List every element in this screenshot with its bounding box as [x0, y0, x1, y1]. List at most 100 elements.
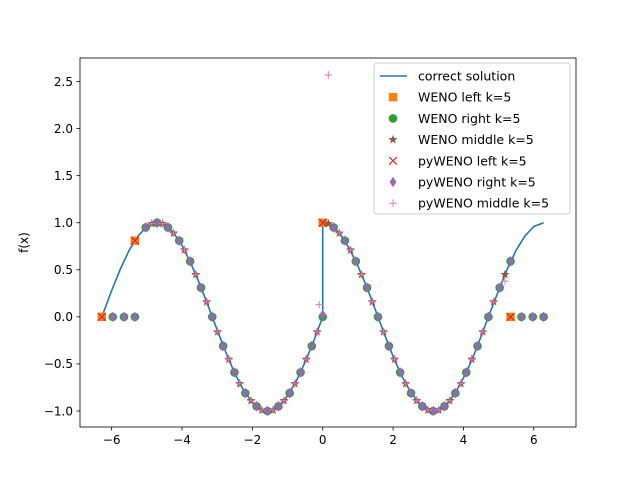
data-point [109, 311, 117, 323]
data-point [485, 311, 492, 323]
data-point [330, 222, 338, 233]
data-point [478, 328, 487, 336]
data-point [158, 219, 167, 228]
data-point [489, 298, 498, 306]
data-point [247, 396, 255, 405]
data-point [396, 367, 404, 378]
data-point [323, 218, 333, 228]
data-point [429, 405, 437, 417]
data-point [147, 219, 156, 228]
legend-marker [389, 176, 397, 188]
data-point [357, 270, 366, 279]
data-point [213, 328, 222, 336]
data-point [235, 379, 244, 388]
series-4 [97, 218, 515, 322]
legend-marker [389, 199, 397, 207]
data-point [269, 406, 277, 414]
legend-label: pyWENO middle k=5 [418, 196, 549, 211]
x-tick-label: 0 [319, 433, 327, 447]
data-point [352, 256, 360, 267]
data-point [191, 270, 200, 279]
data-point [418, 400, 426, 412]
data-point [164, 222, 172, 233]
data-point [153, 217, 161, 229]
data-point [130, 236, 140, 245]
data-point [97, 312, 107, 322]
data-point [264, 405, 271, 417]
legend-label: pyWENO left k=5 [418, 153, 527, 168]
x-tick-label: −4 [173, 433, 191, 447]
data-point [186, 256, 194, 267]
legend-marker [388, 93, 398, 102]
legend-label: WENO left k=5 [418, 90, 511, 105]
data-point [286, 387, 294, 399]
x-tick-label: 2 [389, 433, 397, 447]
x-tick-label: 6 [530, 433, 538, 447]
data-point [225, 355, 233, 364]
y-tick-label: 1.5 [54, 169, 73, 183]
series-6 [147, 71, 509, 414]
plot-area [97, 71, 548, 417]
legend-label: pyWENO right k=5 [418, 175, 536, 190]
y-tick-label: 0.5 [54, 263, 73, 277]
x-tick-label: −6 [103, 433, 121, 447]
data-point [313, 328, 321, 336]
data-point [424, 406, 432, 414]
data-point [142, 222, 150, 233]
data-point [197, 282, 205, 293]
data-point [335, 229, 344, 237]
legend-label: correct solution [418, 69, 515, 84]
data-point [445, 396, 454, 405]
data-point [275, 400, 282, 412]
legend-marker [388, 156, 398, 166]
data-point [390, 355, 399, 364]
data-point [319, 309, 327, 321]
legend-label: WENO middle k=5 [418, 132, 534, 147]
legend-marker [388, 134, 398, 144]
data-point [496, 282, 504, 293]
data-point [507, 256, 514, 267]
data-point [219, 340, 227, 352]
data-point [253, 400, 260, 412]
data-point [202, 298, 211, 306]
data-point [379, 328, 388, 336]
data-point [500, 269, 510, 279]
data-point [169, 229, 178, 237]
series-5 [109, 217, 548, 417]
data-point [385, 340, 393, 352]
data-point [131, 311, 139, 323]
data-point [468, 355, 476, 364]
data-point [280, 396, 288, 405]
y-tick-label: 1.0 [54, 216, 73, 230]
data-point [291, 379, 299, 388]
data-point [258, 406, 266, 414]
legend: correct solution WENO left k=5 WENO right … [373, 62, 571, 215]
data-point [412, 396, 421, 405]
data-point [441, 400, 448, 412]
data-point [518, 311, 525, 323]
y-tick-label: 2.0 [54, 122, 73, 136]
data-point [318, 218, 327, 227]
data-point [308, 340, 316, 352]
y-tick-label: −1.0 [44, 404, 73, 418]
data-point [175, 235, 183, 246]
data-point [208, 311, 216, 323]
data-point [241, 387, 249, 399]
data-point [457, 379, 465, 388]
data-point [341, 235, 349, 246]
data-point [435, 406, 443, 414]
data-point [451, 387, 459, 399]
y-tick-label: 0.0 [54, 310, 73, 324]
data-point [401, 379, 410, 388]
data-point [180, 246, 189, 254]
axis-ticks: −6 −4 −2 0 2 4 6 −1.0 −0.5 0.0 0.5 1.0 1.5 2.0 2.5 [44, 75, 538, 447]
data-point [407, 387, 415, 399]
x-tick-label: 4 [460, 433, 468, 447]
data-point [315, 300, 324, 309]
y-tick-label: 2.5 [54, 75, 73, 89]
legend-label: WENO right k=5 [418, 111, 520, 126]
data-point [302, 355, 310, 364]
data-point [231, 367, 238, 378]
y-tick-label: −0.5 [44, 357, 73, 371]
